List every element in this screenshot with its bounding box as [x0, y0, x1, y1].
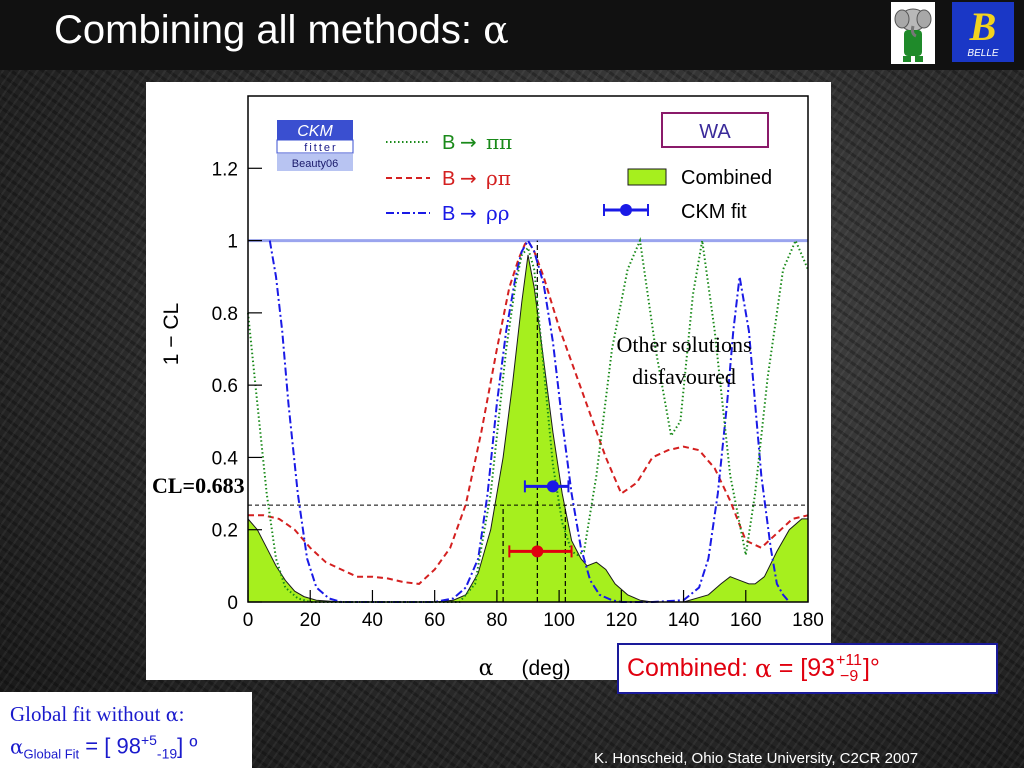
legend-rhopi-b: B: [442, 168, 455, 190]
y-tick-label-1: 0.2: [212, 521, 238, 542]
x-axis-symbol: α: [479, 656, 494, 680]
y-tick-label-0: 0: [227, 593, 238, 614]
alpha-scan-chart: 0 20 40 60 80 100 120 140 160 180 0 0.2 0.4 0.6 0.8 1 1.…: [160, 95, 824, 680]
other-solutions-line2: disfavoured: [632, 364, 736, 389]
combined-alpha: α: [754, 654, 772, 683]
plot-frame: [247, 95, 809, 603]
legend-pipi-decay: ππ: [486, 130, 512, 154]
belle-logo-text: BELLE: [967, 48, 998, 59]
y-tick-label-5: 1: [227, 232, 238, 253]
legend-rhopi-decay: ρπ: [486, 166, 511, 190]
x-axis-unit: (deg): [521, 657, 570, 680]
combined-sup: +11: [836, 651, 862, 669]
ckmfitter-logo-line3: Beauty06: [292, 158, 338, 170]
ckmfitter-logo-bottom: [277, 154, 353, 171]
legend-rhorho-arrow: →: [460, 201, 477, 225]
ckm-fit-point-marker: [546, 480, 559, 493]
chart-panel: 0 20 40 60 80 100 120 140 160 180 0 0.2 0.4 0.6 0.8 1 1.…: [146, 82, 831, 680]
x-tick-label-120: 120: [605, 610, 637, 631]
slide-title-alpha: α: [483, 8, 509, 52]
combined-point-marker: [531, 545, 544, 558]
x-tick-label-180: 180: [792, 610, 824, 631]
wa-box: [661, 112, 769, 148]
y-tick-label-6: 1.2: [212, 159, 238, 180]
title-bar: [0, 0, 1024, 70]
global-fit-line2: αGlobal Fit = [ 98+5-19] º: [10, 732, 197, 762]
legend-combined-swatch: [627, 168, 667, 186]
combined-prefix: Combined:: [627, 654, 748, 682]
slide-title-text: Combining all methods:: [54, 8, 472, 52]
ckmfitter-logo-line1: CKM: [297, 123, 333, 140]
belle-b-icon: B BELLE: [967, 4, 998, 59]
combined-suffix: ]°: [862, 654, 880, 682]
x-tick-label-80: 80: [486, 610, 507, 631]
y-tick-label-3: 0.6: [212, 376, 238, 397]
global-fit-alpha: α: [10, 734, 24, 759]
cl-label: CL=0.683: [152, 473, 245, 499]
x-tick-label-160: 160: [730, 610, 762, 631]
global-fit-value: = [ 98: [79, 733, 141, 759]
rhopi-curve: [248, 238, 809, 585]
legend-ckmfit-marker: [620, 204, 632, 216]
global-fit-line1: Global fit without α:: [10, 702, 184, 727]
legend-rhorho-decay: ρρ: [486, 201, 510, 225]
legend-rhopi-arrow: →: [460, 166, 477, 190]
belle-logo: B BELLE: [952, 2, 1014, 62]
combined-sub: −9: [840, 667, 859, 685]
combined-area: [247, 254, 809, 603]
x-tick-label-60: 60: [424, 610, 445, 631]
rhorho-curve: [268, 238, 791, 603]
y-tick-label-4: 0.8: [212, 304, 238, 325]
global-fit-line1-prefix: Global fit without: [10, 702, 166, 726]
legend-combined-label: Combined: [681, 167, 772, 189]
legend-ckmfit-label: CKM fit: [681, 201, 747, 223]
global-fit-sub2: -19: [156, 745, 178, 762]
other-solutions-note: Other solutions disfavoured: [584, 329, 784, 393]
ckmfitter-logo-top: [277, 120, 353, 140]
babar-logo: [891, 2, 935, 64]
x-tick-label-140: 140: [668, 610, 700, 631]
ckmfitter-logo-mid: [276, 139, 354, 154]
y-tick-label-2: 0.4: [212, 448, 239, 469]
cl-label-text: CL=0.683: [152, 473, 245, 498]
global-fit-close: ] º: [177, 733, 198, 759]
legend-pipi-b: B: [442, 132, 455, 154]
x-tick-label-20: 20: [300, 610, 321, 631]
footer-credit: K. Honscheid, Ohio State University, C2C…: [594, 750, 919, 767]
x-tick-label-100: 100: [543, 610, 575, 631]
combined-equals: = [93: [778, 654, 836, 682]
other-solutions-line1: Other solutions: [616, 332, 752, 357]
x-tick-label-40: 40: [362, 610, 383, 631]
legend-pipi-arrow: →: [460, 130, 477, 154]
combined-result-box: Combined: α = [93 +11 −9 ]°: [617, 643, 998, 694]
x-tick-label-0: 0: [243, 610, 254, 631]
slide-title: Combining all methods: α: [54, 8, 509, 53]
ckmfitter-logo-line2: fitter: [304, 142, 337, 154]
wa-label: WA: [699, 121, 731, 143]
global-fit-box: Global fit without α: αGlobal Fit = [ 98…: [0, 692, 252, 768]
global-fit-line1-alpha: α: [165, 704, 179, 726]
babar-elephant-icon: [894, 8, 932, 62]
y-axis-label: 1 − CL: [160, 303, 183, 365]
global-fit-sub: Global Fit: [23, 746, 80, 762]
global-fit-line1-suffix: :: [178, 702, 185, 726]
global-fit-sup: +5: [140, 732, 157, 748]
svg-text:B: B: [969, 4, 997, 49]
legend-rhorho-b: B: [442, 203, 455, 225]
